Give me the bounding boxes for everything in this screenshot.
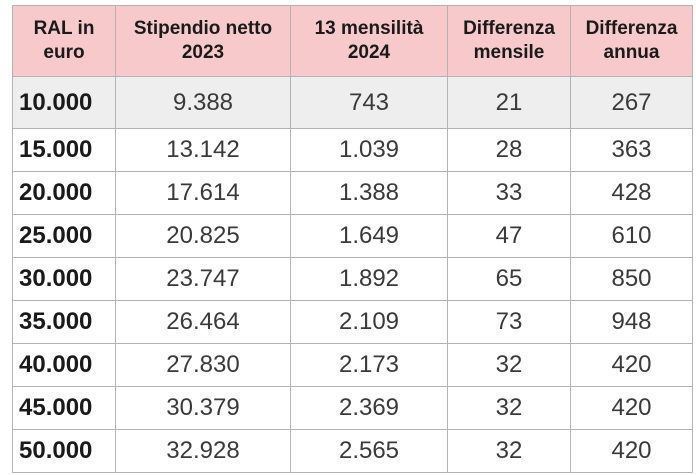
cell-net-salary: 13.142 — [115, 128, 291, 172]
cell-net-salary: 30.379 — [115, 386, 291, 430]
cell-ral: 45.000 — [12, 386, 116, 430]
cell-net-salary: 20.825 — [115, 214, 291, 258]
header-net-salary-2023: Stipendio netto 2023 — [115, 5, 291, 77]
cell-ral: 25.000 — [12, 214, 116, 258]
table-row: 30.000 23.747 1.892 65 850 — [12, 257, 693, 301]
cell-annual-difference: 428 — [570, 171, 693, 215]
table-row: 40.000 27.830 2.173 32 420 — [12, 343, 693, 387]
cell-annual-difference: 850 — [570, 257, 693, 301]
cell-13th-salary: 1.039 — [290, 128, 448, 172]
cell-13th-salary: 1.388 — [290, 171, 448, 215]
cell-ral: 30.000 — [12, 257, 116, 301]
cell-13th-salary: 743 — [290, 76, 448, 129]
header-ral: RAL in euro — [12, 5, 116, 77]
cell-monthly-difference: 21 — [447, 76, 571, 129]
cell-annual-difference: 948 — [570, 300, 693, 344]
cell-net-salary: 9.388 — [115, 76, 291, 129]
cell-net-salary: 27.830 — [115, 343, 291, 387]
cell-net-salary: 26.464 — [115, 300, 291, 344]
cell-annual-difference: 420 — [570, 343, 693, 387]
cell-ral: 10.000 — [12, 76, 116, 129]
salary-table: RAL in euro Stipendio netto 2023 13 mens… — [12, 5, 693, 473]
header-13th-salary-2024: 13 mensilità 2024 — [290, 5, 448, 77]
table-row: 45.000 30.379 2.369 32 420 — [12, 386, 693, 430]
header-annual-difference: Differenza annua — [570, 5, 693, 77]
cell-monthly-difference: 28 — [447, 128, 571, 172]
table-row: 10.000 9.388 743 21 267 — [12, 76, 693, 129]
cell-annual-difference: 363 — [570, 128, 693, 172]
cell-13th-salary: 2.565 — [290, 429, 448, 473]
cell-monthly-difference: 32 — [447, 386, 571, 430]
cell-13th-salary: 1.892 — [290, 257, 448, 301]
cell-net-salary: 32.928 — [115, 429, 291, 473]
cell-monthly-difference: 32 — [447, 343, 571, 387]
cell-annual-difference: 420 — [570, 429, 693, 473]
cell-monthly-difference: 32 — [447, 429, 571, 473]
cell-monthly-difference: 65 — [447, 257, 571, 301]
cell-13th-salary: 2.173 — [290, 343, 448, 387]
table-row: 35.000 26.464 2.109 73 948 — [12, 300, 693, 344]
cell-annual-difference: 267 — [570, 76, 693, 129]
cell-13th-salary: 2.369 — [290, 386, 448, 430]
cell-ral: 15.000 — [12, 128, 116, 172]
cell-13th-salary: 1.649 — [290, 214, 448, 258]
cell-annual-difference: 420 — [570, 386, 693, 430]
cell-monthly-difference: 47 — [447, 214, 571, 258]
cell-13th-salary: 2.109 — [290, 300, 448, 344]
cell-annual-difference: 610 — [570, 214, 693, 258]
table-header: RAL in euro Stipendio netto 2023 13 mens… — [12, 5, 693, 77]
table-row: 25.000 20.825 1.649 47 610 — [12, 214, 693, 258]
table-row: 50.000 32.928 2.565 32 420 — [12, 429, 693, 473]
cell-net-salary: 17.614 — [115, 171, 291, 215]
table-row: 20.000 17.614 1.388 33 428 — [12, 171, 693, 215]
header-row: RAL in euro Stipendio netto 2023 13 mens… — [12, 5, 693, 77]
cell-ral: 50.000 — [12, 429, 116, 473]
cell-ral: 20.000 — [12, 171, 116, 215]
table-body: 10.000 9.388 743 21 267 15.000 13.142 1.… — [12, 76, 693, 473]
header-monthly-difference: Differenza mensile — [447, 5, 571, 77]
cell-ral: 40.000 — [12, 343, 116, 387]
cell-monthly-difference: 73 — [447, 300, 571, 344]
cell-net-salary: 23.747 — [115, 257, 291, 301]
cell-ral: 35.000 — [12, 300, 116, 344]
table-row: 15.000 13.142 1.039 28 363 — [12, 128, 693, 172]
cell-monthly-difference: 33 — [447, 171, 571, 215]
